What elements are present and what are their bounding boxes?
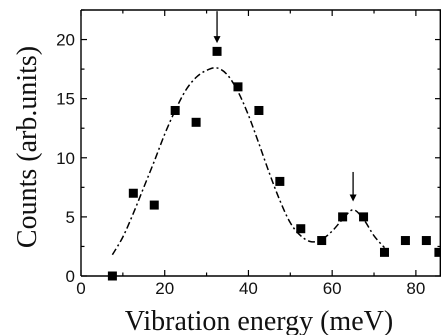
x-tick-label: 80 xyxy=(406,279,425,298)
arrow-head xyxy=(213,36,221,44)
data-point xyxy=(275,176,285,186)
data-point xyxy=(338,212,348,222)
fit-curve-layer xyxy=(111,66,386,256)
data-point xyxy=(434,247,441,257)
data-points-layer xyxy=(107,46,441,281)
data-point xyxy=(421,236,431,246)
x-tick-label: 60 xyxy=(323,279,342,298)
data-point xyxy=(379,247,389,257)
arrow-annotation xyxy=(213,11,221,44)
fit-curve xyxy=(111,66,386,256)
data-point xyxy=(170,105,180,115)
data-point xyxy=(233,82,243,92)
x-tick-label: 0 xyxy=(76,279,85,298)
data-point xyxy=(212,46,222,56)
arrow-head xyxy=(349,194,357,202)
y-tick-label: 5 xyxy=(66,208,75,227)
y-axis-title: Counts (arb.units) xyxy=(12,46,43,248)
data-point xyxy=(296,224,306,234)
arrow-annotation xyxy=(349,171,357,202)
data-point xyxy=(107,271,117,281)
y-tick-label: 15 xyxy=(56,90,75,109)
y-tick-label: 20 xyxy=(56,31,75,50)
plot-frame xyxy=(80,9,441,277)
data-point xyxy=(128,188,138,198)
y-axis-ticks: 0 5 10 15 20 xyxy=(56,9,441,286)
x-axis-title: Vibration energy (meV) xyxy=(125,306,393,335)
data-point xyxy=(254,105,264,115)
data-point xyxy=(191,117,201,127)
x-tick-label: 40 xyxy=(239,279,258,298)
data-point xyxy=(317,236,327,246)
data-point xyxy=(400,236,410,246)
annotation-arrows xyxy=(213,11,357,202)
data-point xyxy=(149,200,159,210)
data-point xyxy=(359,212,369,222)
y-tick-label: 10 xyxy=(56,149,75,168)
x-tick-label: 20 xyxy=(155,279,174,298)
x-axis-ticks: 0 20 40 60 80 xyxy=(76,10,425,298)
y-tick-label: 0 xyxy=(66,267,75,286)
